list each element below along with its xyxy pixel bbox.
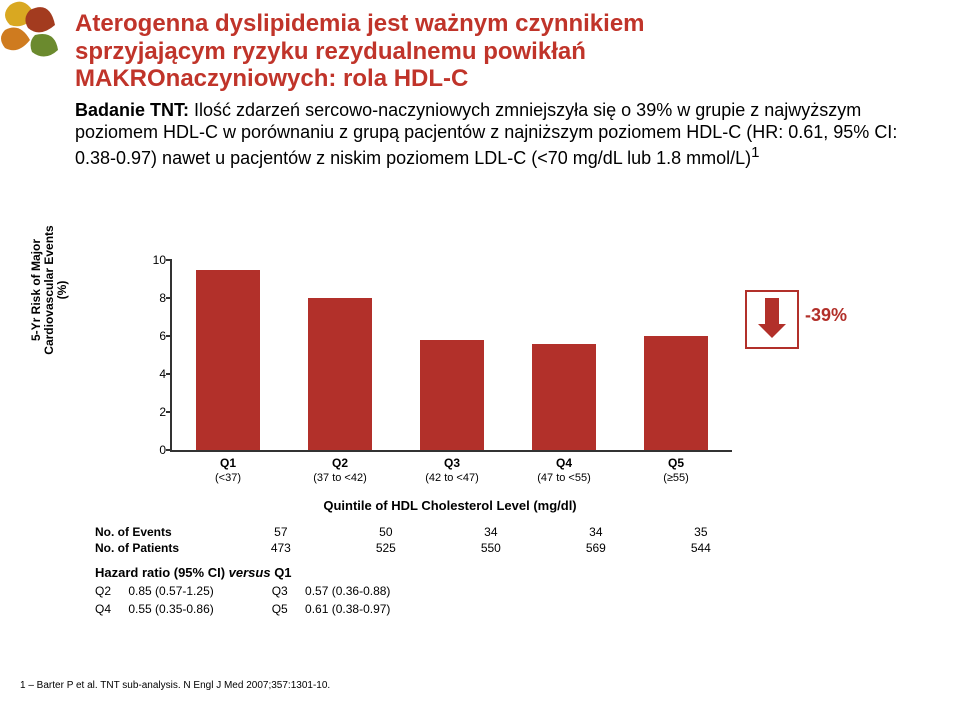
hr-q3-value: 0.57 (0.36-0.88)	[305, 584, 445, 598]
y-tick: 0	[142, 443, 166, 457]
patients-cell: 550	[438, 541, 543, 555]
data-table: No. of Events 5750343435 No. of Patients…	[95, 525, 753, 616]
footnote-citation: 1 – Barter P et al. TNT sub-analysis. N …	[20, 680, 330, 691]
events-cell: 57	[228, 525, 333, 539]
events-cell: 35	[648, 525, 753, 539]
hr-q4-label: Q4	[95, 602, 125, 616]
x-category: Q2(37 to <42)	[290, 456, 390, 484]
hazard-ratio-title: Hazard ratio (95% CI) versus Q1	[95, 565, 753, 580]
chart-region: 5-Yr Risk of Major Cardiovascular Events…	[95, 250, 855, 590]
y-tick: 10	[142, 253, 166, 267]
y-tick: 6	[142, 329, 166, 343]
patients-cell: 569	[543, 541, 648, 555]
events-cell: 34	[438, 525, 543, 539]
y-axis-label: 5-Yr Risk of Major Cardiovascular Events…	[30, 140, 70, 290]
x-category: Q5(≥55)	[626, 456, 726, 484]
title-line-1: Aterogenna dyslipidemia jest ważnym czyn…	[75, 10, 645, 37]
body-rest: Ilość zdarzeń sercowo-naczyniowych zmnie…	[75, 100, 897, 168]
events-cell: 34	[543, 525, 648, 539]
y-tick: 8	[142, 291, 166, 305]
patients-row-label: No. of Patients	[95, 541, 225, 555]
y-tick: 4	[142, 367, 166, 381]
x-category: Q1(<37)	[178, 456, 278, 484]
superscript-1: 1	[751, 144, 759, 161]
bar-q1	[196, 270, 260, 451]
bar-q5	[644, 336, 708, 450]
leaf-decor-icon	[0, 0, 70, 60]
hr-q2-value: 0.85 (0.57-1.25)	[128, 584, 268, 598]
x-axis-title: Quintile of HDL Cholesterol Level (mg/dl…	[170, 498, 730, 513]
hr-q5-value: 0.61 (0.38-0.97)	[305, 602, 445, 616]
hr-q4-value: 0.55 (0.35-0.86)	[128, 602, 268, 616]
events-cell: 50	[333, 525, 438, 539]
hr-q5-label: Q5	[272, 602, 302, 616]
bar-q2	[308, 298, 372, 450]
bar-q3	[420, 340, 484, 450]
patients-cell: 544	[648, 541, 753, 555]
hr-q2-label: Q2	[95, 584, 125, 598]
x-category: Q4(47 to <55)	[514, 456, 614, 484]
bar-plot: 0246810Q1(<37)Q2(37 to <42)Q3(42 to <47)…	[170, 260, 732, 452]
patients-cell: 473	[228, 541, 333, 555]
patients-cell: 525	[333, 541, 438, 555]
title-line-3: MAKROnaczyniowych: rola HDL-C	[75, 65, 468, 92]
hr-q3-label: Q3	[272, 584, 302, 598]
delta-arrow-icon	[745, 290, 799, 349]
bar-q4	[532, 344, 596, 450]
x-category: Q3(42 to <47)	[402, 456, 502, 484]
delta-label: -39%	[805, 305, 847, 326]
body-lead: Badanie TNT:	[75, 100, 189, 120]
slide-title: Aterogenna dyslipidemia jest ważnym czyn…	[75, 10, 930, 93]
body-text: Badanie TNT: Ilość zdarzeń sercowo-naczy…	[75, 99, 930, 170]
events-row-label: No. of Events	[95, 525, 225, 539]
y-tick: 2	[142, 405, 166, 419]
title-line-2: sprzyjającym ryzyku rezydualnemu powikła…	[75, 38, 586, 65]
